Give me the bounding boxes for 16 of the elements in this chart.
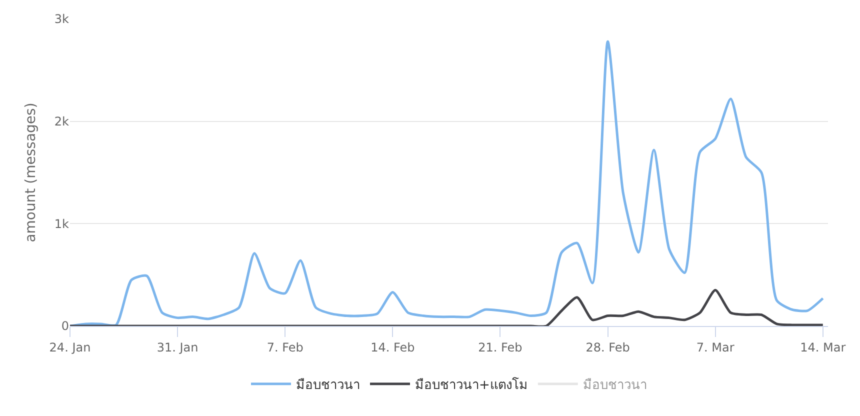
x-tick-label: 24. Jan xyxy=(49,340,91,354)
y-axis-title: amount (messages) xyxy=(23,102,40,242)
x-tick-label: 31. Jan xyxy=(156,340,198,354)
y-tick-label: 0 xyxy=(61,319,69,334)
y-tick-label: 3k xyxy=(54,12,70,26)
x-tick-label: 14. Feb xyxy=(370,340,415,354)
y-tick-label: 1k xyxy=(54,216,70,231)
x-tick-label: 7. Mar xyxy=(696,340,734,354)
legend-label: มือบชาวนา+แตงโม xyxy=(415,377,528,393)
x-tick-label: 14. Mar xyxy=(800,340,846,354)
x-tick-label: 7. Feb xyxy=(266,340,304,354)
y-tick-label: 2k xyxy=(54,114,70,129)
x-tick-label: 28. Feb xyxy=(586,340,630,354)
x-tick-label: 21. Feb xyxy=(478,340,522,354)
legend-label: มือบชาวนา xyxy=(582,377,647,393)
legend-label: มือบชาวนา xyxy=(296,377,360,393)
